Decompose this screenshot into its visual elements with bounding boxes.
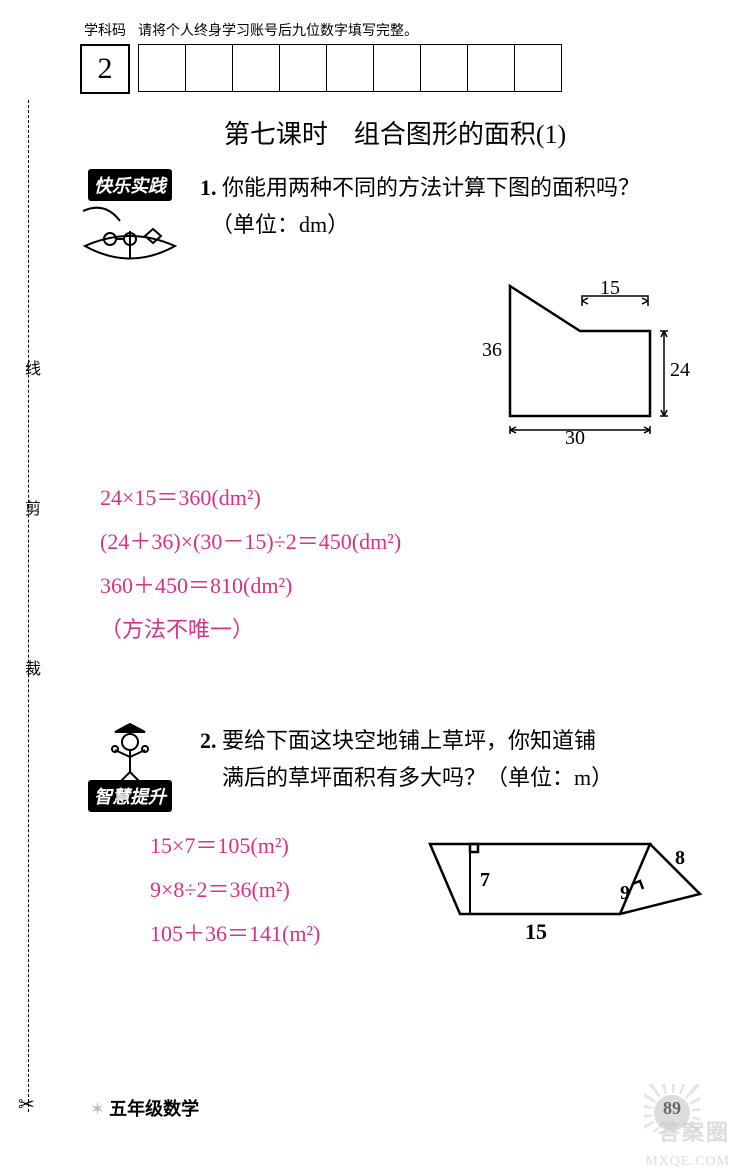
q2-line2: 满后的草坪面积有多大吗？（单位：m） xyxy=(222,765,613,790)
grade-label: 五年级数学 xyxy=(109,1099,199,1119)
cut-line-label-jian: 剪 xyxy=(18,500,42,536)
q1-answer-line: (24＋36)×(30－15)÷2＝450(dm²) xyxy=(100,520,720,564)
q1-dim-15: 15 xyxy=(600,277,620,299)
q1-diagram: 36 24 30 15 xyxy=(70,276,720,446)
fill-box[interactable] xyxy=(374,44,421,92)
q2-answer-line: 105＋36＝141(m²) xyxy=(150,912,320,956)
q2-dim-9: 9 xyxy=(620,882,630,904)
fill-box[interactable] xyxy=(468,44,515,92)
q2-answer: 15×7＝105(m²) 9×8÷2＝36(m²) 105＋36＝141(m²) xyxy=(150,824,320,956)
q1-answer-line: 360＋450＝810(dm²) xyxy=(100,564,720,608)
cut-line-label-xian: 线 xyxy=(18,360,42,396)
q1-badge: 快乐实践 xyxy=(70,169,190,271)
q2-badge-label: 智慧提升 xyxy=(88,780,172,812)
q2-answer-line: 15×7＝105(m²) xyxy=(150,824,320,868)
q2-text: 2. 要给下面这块空地铺上草坪，你知道铺 满后的草坪面积有多大吗？（单位：m） xyxy=(200,722,720,797)
q1-answer-line: 24×15＝360(dm²) xyxy=(100,476,720,520)
q1-shape-svg: 36 24 30 15 xyxy=(470,276,690,446)
fill-box[interactable] xyxy=(233,44,280,92)
q1-answer-line: （方法不唯一） xyxy=(100,608,720,652)
book-doodle-icon xyxy=(75,201,185,271)
page: 剪 线 裁 ✂ 学科码 2 请将个人终身学习账号后九位数字填写完整。 第七课时 … xyxy=(0,0,750,1152)
fill-box[interactable] xyxy=(327,44,374,92)
q2-shape-svg: 7 9 8 15 xyxy=(400,824,710,964)
footer-left: ✶ 五年级数学 xyxy=(90,1095,199,1121)
q2-number: 2. xyxy=(200,728,217,753)
q1-answer: 24×15＝360(dm²) (24＋36)×(30－15)÷2＝450(dm²… xyxy=(100,476,720,652)
watermark-url: MXQE.COM xyxy=(645,1154,730,1170)
q2-dim-8: 8 xyxy=(675,847,685,869)
q2-dim-15: 15 xyxy=(525,919,547,944)
q1-badge-label: 快乐实践 xyxy=(88,169,172,201)
q1-dim-36: 36 xyxy=(482,339,502,361)
fill-box[interactable] xyxy=(138,44,186,92)
star-icon: ✶ xyxy=(90,1099,105,1119)
q2-dim-7: 7 xyxy=(480,869,490,891)
question-2: 智慧提升 2. 要给下面这块空地铺上草坪，你知道铺 满后的草坪面积有多大吗？（单… xyxy=(70,722,720,964)
subject-code-column: 学科码 2 xyxy=(80,20,130,94)
account-fill-column: 请将个人终身学习账号后九位数字填写完整。 xyxy=(138,20,562,92)
cut-line-label-cai: 裁 xyxy=(18,660,42,696)
account-fill-boxes[interactable] xyxy=(138,44,562,92)
subject-code-label: 学科码 xyxy=(84,20,126,40)
subject-code-box: 2 xyxy=(80,44,130,94)
q1-line2: （单位：dm） xyxy=(222,212,349,237)
fill-box[interactable] xyxy=(515,44,562,92)
q2-badge: 智慧提升 xyxy=(70,722,190,812)
watermark-text: 答案圈 xyxy=(658,1115,730,1147)
q2-line1: 要给下面这块空地铺上草坪，你知道铺 xyxy=(222,728,596,753)
q1-dim-24: 24 xyxy=(670,359,690,381)
footer: ✶ 五年级数学 89 xyxy=(50,1084,720,1132)
header: 学科码 2 请将个人终身学习账号后九位数字填写完整。 xyxy=(80,20,720,94)
fill-box[interactable] xyxy=(186,44,233,92)
fill-box[interactable] xyxy=(280,44,327,92)
q1-line1: 你能用两种不同的方法计算下图的面积吗？ xyxy=(222,175,640,200)
q2-diagram: 7 9 8 15 xyxy=(320,824,720,964)
cut-line xyxy=(28,100,29,1112)
q1-text: 1. 你能用两种不同的方法计算下图的面积吗？ （单位：dm） xyxy=(200,169,720,244)
lesson-title: 第七课时 组合图形的面积(1) xyxy=(70,114,720,151)
question-1: 快乐实践 1. 你能用两种不同的方法计算下图的面积吗？ （单 xyxy=(70,169,720,652)
q2-answer-line: 9×8÷2＝36(m²) xyxy=(150,868,320,912)
q1-number: 1. xyxy=(200,175,217,200)
fill-instruction: 请将个人终身学习账号后九位数字填写完整。 xyxy=(138,20,562,40)
fill-box[interactable] xyxy=(421,44,468,92)
scissors-icon: ✂ xyxy=(18,1092,35,1117)
q1-dim-30: 30 xyxy=(565,427,585,446)
